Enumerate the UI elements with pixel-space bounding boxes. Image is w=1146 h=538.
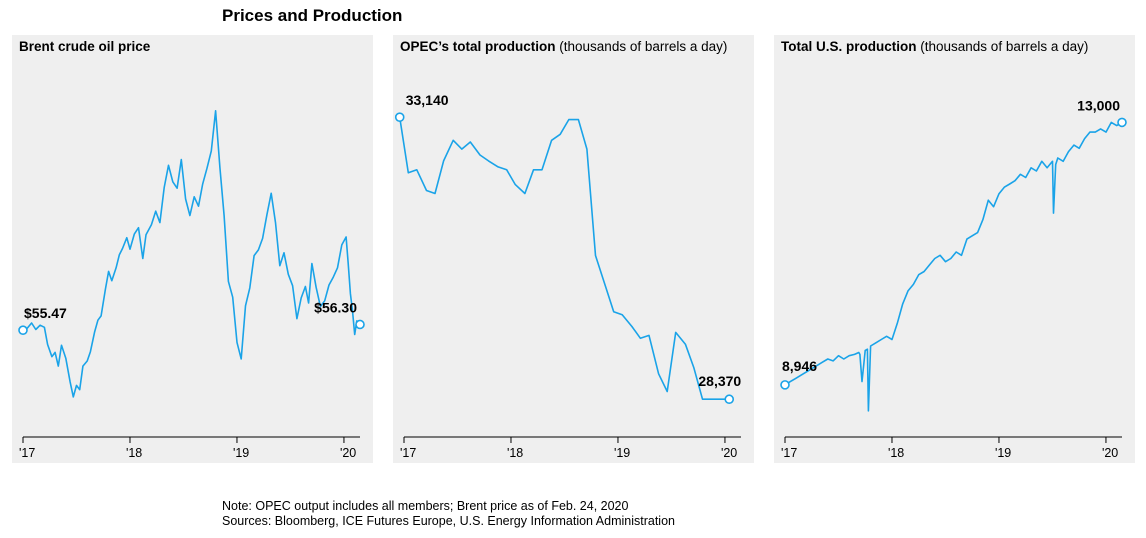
us-start-marker xyxy=(780,380,790,390)
opec-end-value-label: 28,370 xyxy=(698,373,741,389)
us-production-chart: '17 '18 '19 '20 8,946 13,000 xyxy=(780,97,1127,460)
us-series-line xyxy=(784,121,1123,412)
sources-text: Sources: Bloomberg, ICE Futures Europe, … xyxy=(222,514,675,528)
us-production-panel: Total U.S. production (thousands of barr… xyxy=(774,35,1135,463)
brent-chart-title: Brent crude oil price xyxy=(19,39,150,54)
us-x-tick-label: '20 xyxy=(1102,446,1118,460)
opec-start-value-label: 33,140 xyxy=(406,92,449,108)
opec-chart-title-text: OPEC’s total production xyxy=(400,39,556,54)
brent-x-tick-label: '18 xyxy=(126,446,142,460)
opec-production-panel: OPEC’s total production (thousands of ba… xyxy=(393,35,754,463)
brent-end-value-label: $56.30 xyxy=(314,299,357,315)
opec-start-marker xyxy=(394,112,405,122)
brent-x-tick-label: '19 xyxy=(233,446,249,460)
opec-chart-subtitle: (thousands of barrels a day) xyxy=(559,39,728,54)
us-end-value-label: 13,000 xyxy=(1077,97,1120,113)
us-x-tick-label: '18 xyxy=(888,446,904,460)
us-chart-title-text: Total U.S. production xyxy=(781,39,917,54)
opec-chart-title: OPEC’s total production (thousands of ba… xyxy=(400,39,727,54)
brent-price-panel: Brent crude oil price '17 '18 '19 '20 $55.47… xyxy=(12,35,373,463)
brent-start-marker xyxy=(18,325,28,336)
opec-x-tick-label: '17 xyxy=(400,446,416,460)
page-title: Prices and Production xyxy=(222,6,403,25)
brent-x-tick-label: '17 xyxy=(19,446,35,460)
brent-chart-title-text: Brent crude oil price xyxy=(19,39,151,54)
us-x-tick-label: '19 xyxy=(995,446,1011,460)
opec-x-tick-label: '18 xyxy=(507,446,523,460)
opec-x-tick-label: '19 xyxy=(614,446,630,460)
us-chart-title: Total U.S. production (thousands of barr… xyxy=(781,39,1088,54)
brent-end-marker xyxy=(355,319,365,330)
opec-end-marker xyxy=(724,394,735,405)
opec-x-tick-label: '20 xyxy=(721,446,737,460)
opec-production-chart: '17 '18 '19 '20 33,140 28,370 xyxy=(394,92,741,460)
brent-start-value-label: $55.47 xyxy=(24,305,67,321)
brent-series-line xyxy=(22,110,361,398)
us-start-value-label: 8,946 xyxy=(782,358,817,374)
opec-series-line xyxy=(398,117,730,400)
us-chart-subtitle: (thousands of barrels a day) xyxy=(920,39,1089,54)
chart-notes: Note: OPEC output includes all members; … xyxy=(222,499,675,529)
brent-price-chart: '17 '18 '19 '20 $55.47 $56.30 xyxy=(18,110,365,460)
us-end-marker xyxy=(1117,117,1127,128)
us-x-tick-label: '17 xyxy=(781,446,797,460)
brent-x-tick-label: '20 xyxy=(340,446,356,460)
note-text: Note: OPEC output includes all members; … xyxy=(222,499,629,513)
